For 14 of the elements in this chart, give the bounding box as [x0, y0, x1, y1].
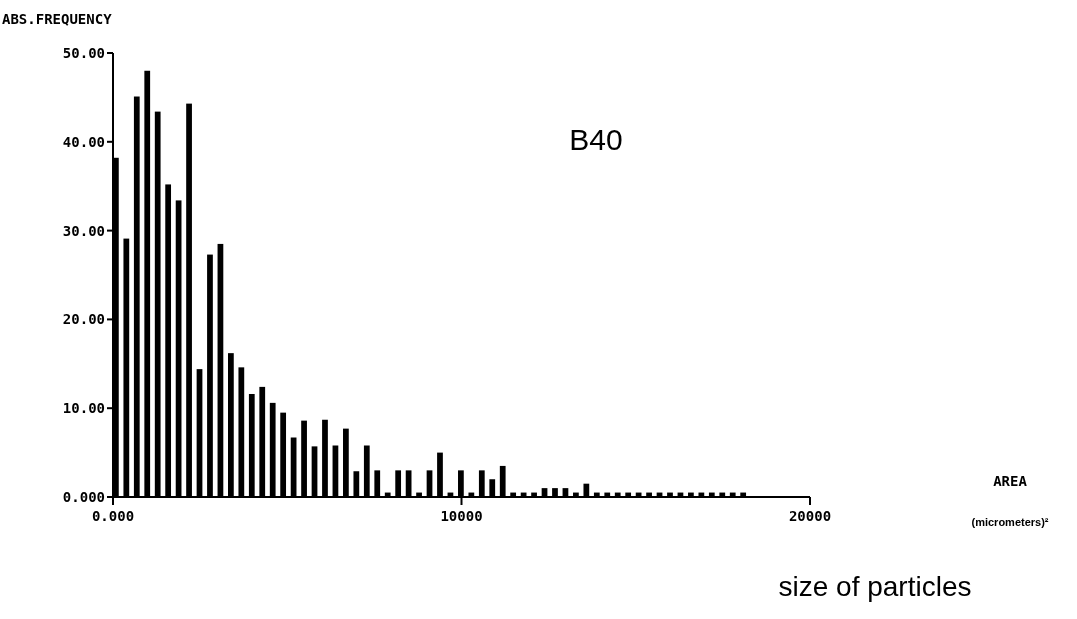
x-tick-label: 10000 — [440, 508, 483, 524]
text: (micrometers)² — [971, 516, 1049, 528]
y-tick-label: 0.000 — [62, 488, 105, 505]
text: AREA — [993, 473, 1028, 489]
x-tick-label: 20000 — [788, 508, 832, 524]
y-tick-label: 30.00 — [62, 222, 105, 239]
y-tick-label: 10.00 — [62, 400, 105, 417]
text: B40 — [569, 123, 623, 156]
x-tick-label: 0.000 — [91, 508, 135, 524]
text: size of particles — [778, 571, 972, 602]
y-axis-title: ABS.FREQUENCY — [2, 11, 113, 27]
y-tick-label: 40.00 — [62, 133, 105, 150]
y-tick-label: 50.00 — [62, 44, 105, 61]
y-tick-label: 20.00 — [62, 311, 105, 328]
